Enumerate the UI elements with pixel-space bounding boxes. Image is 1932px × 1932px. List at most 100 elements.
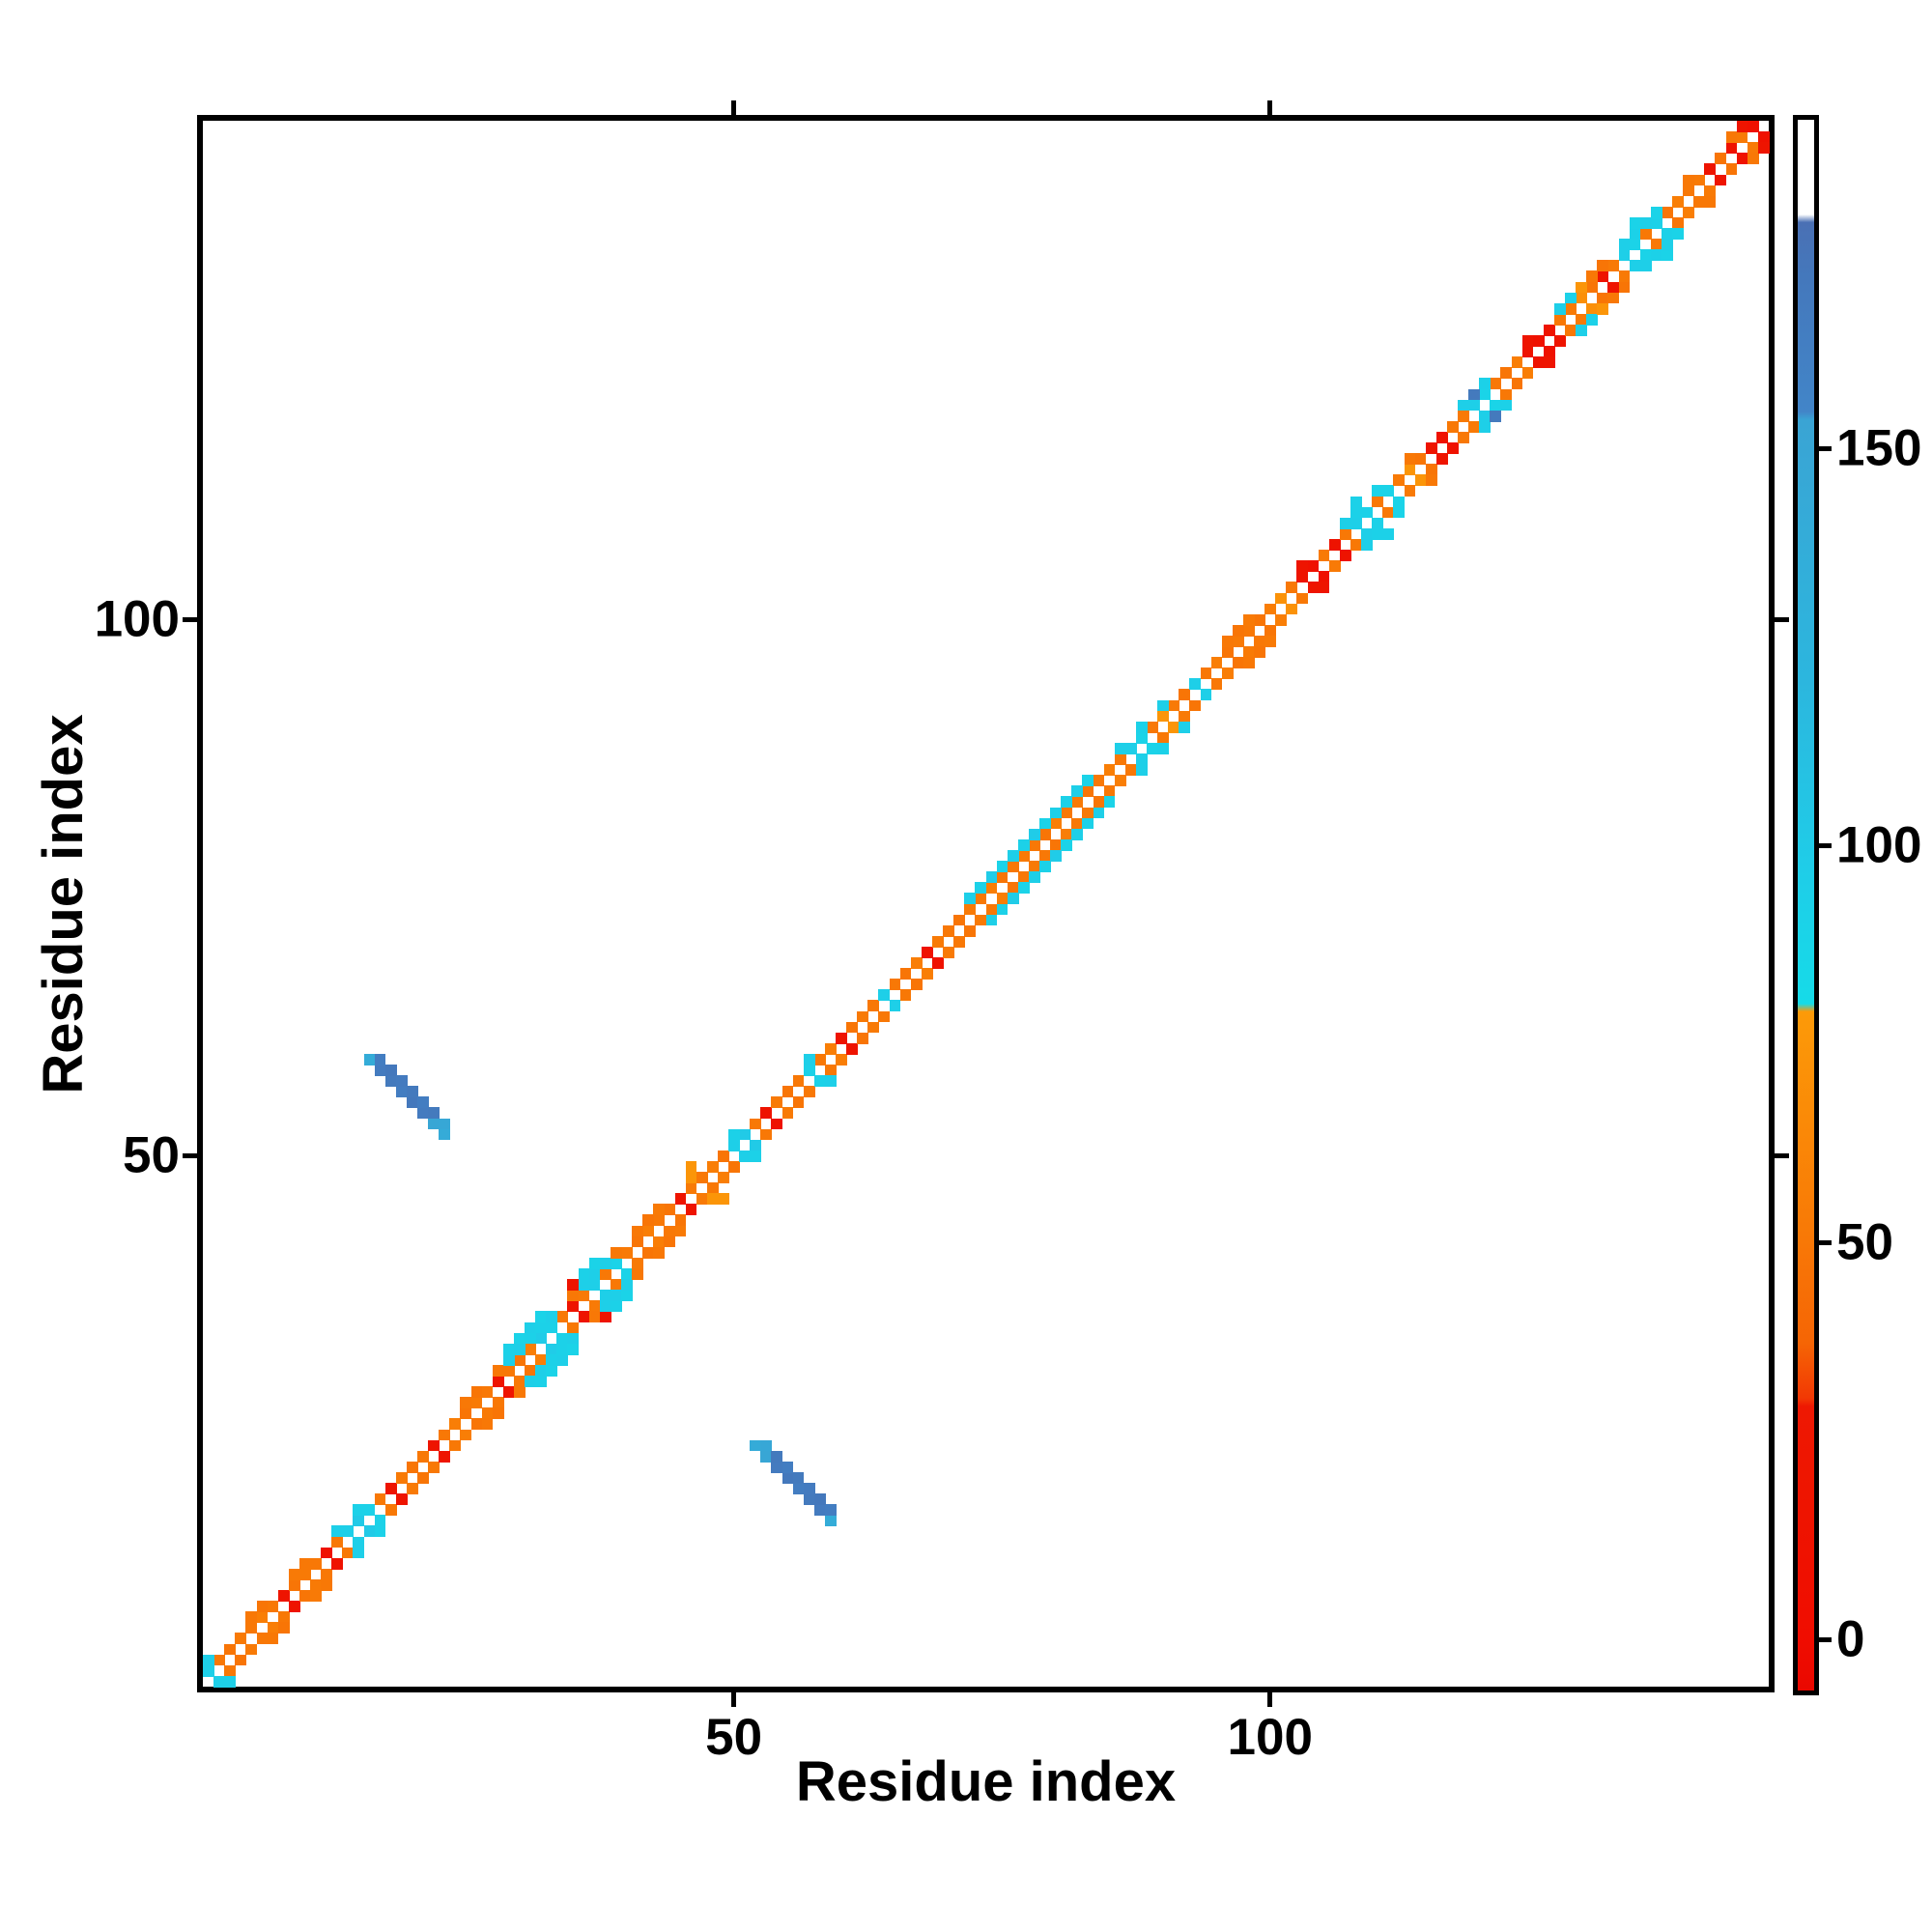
heatmap-cell (428, 1118, 440, 1130)
heatmap-cell (1157, 742, 1169, 754)
heatmap-cell (771, 1096, 783, 1109)
heatmap-cell (1511, 378, 1523, 390)
heatmap-cell (288, 1601, 300, 1612)
heatmap-cell (1071, 785, 1084, 798)
heatmap-cell (813, 1493, 826, 1505)
heatmap-cell (996, 861, 1009, 872)
heatmap-cell (760, 1128, 773, 1141)
heatmap-cell (363, 1504, 376, 1517)
heatmap-cell (1339, 527, 1351, 540)
heatmap-cell (1296, 560, 1309, 572)
heatmap-cell (1114, 753, 1126, 765)
heatmap-cell (1414, 453, 1427, 465)
heatmap-cell (1200, 668, 1212, 680)
heatmap-cell (1200, 689, 1212, 701)
heatmap-cell (267, 1633, 279, 1645)
heatmap-cell (996, 903, 1009, 916)
heatmap-cell (674, 1214, 687, 1227)
heatmap-cell (502, 1353, 515, 1366)
heatmap-cell (1672, 228, 1684, 240)
heatmap-cell (535, 1353, 547, 1366)
heatmap-cell (1650, 239, 1662, 250)
heatmap-cell (771, 1450, 783, 1463)
heatmap-cell (1350, 539, 1362, 551)
heatmap-cell (1704, 185, 1717, 197)
heatmap-cell (803, 1053, 815, 1065)
heatmap-cell (1629, 260, 1641, 272)
heatmap-cell (567, 1332, 580, 1345)
heatmap-cell (1650, 216, 1662, 229)
heatmap-cell (1586, 281, 1599, 294)
heatmap-cell (1586, 270, 1599, 283)
heatmap-cell (439, 1429, 451, 1441)
heatmap-cell (1704, 195, 1717, 208)
heatmap-cell (1039, 849, 1051, 862)
heatmap-cell (513, 1332, 526, 1345)
heatmap-cell (310, 1590, 322, 1602)
heatmap-cell (1286, 582, 1298, 594)
heatmap-cell (588, 1300, 601, 1313)
heatmap-cell (384, 1065, 397, 1076)
heatmap-cell (685, 1204, 697, 1216)
heatmap-cell (836, 1032, 847, 1044)
heatmap-cell (224, 1664, 236, 1677)
heatmap-cell (331, 1536, 344, 1548)
heatmap-cell (1725, 163, 1738, 176)
heatmap-cell (1404, 453, 1416, 465)
heatmap-cell (1521, 367, 1534, 380)
heatmap-cell (750, 1139, 762, 1151)
colorbar-tick-label: 50 (1836, 1213, 1893, 1271)
heatmap-cell (353, 1536, 365, 1548)
colorbar-tick (1819, 445, 1832, 451)
heatmap-cell (556, 1311, 569, 1323)
heatmap-cell (1747, 142, 1759, 154)
heatmap-cell (1576, 324, 1587, 336)
heatmap-cell (1565, 292, 1577, 304)
heatmap-cell (1500, 367, 1513, 380)
heatmap-cell (1425, 442, 1437, 454)
heatmap-cell (1521, 335, 1534, 347)
heatmap-cell (750, 1150, 762, 1162)
heatmap-cell (513, 1386, 526, 1398)
heatmap-cell (836, 1053, 847, 1065)
heatmap-cell (406, 1483, 418, 1494)
heatmap-cell (374, 1525, 386, 1538)
heatmap-cell (1650, 249, 1662, 262)
heatmap-cell (867, 1021, 880, 1034)
heatmap-cell (567, 1279, 580, 1291)
heatmap-cell (384, 1504, 397, 1517)
heatmap-cell (395, 1075, 408, 1087)
heatmap-cell (1597, 302, 1609, 315)
heatmap-cell (1618, 239, 1631, 250)
heatmap-cell (1050, 838, 1062, 851)
heatmap-cell (1328, 539, 1341, 551)
y-axis-tick-right (1775, 1152, 1789, 1158)
heatmap-cell (696, 1193, 708, 1206)
heatmap-cell (771, 1118, 783, 1130)
heatmap-cell (460, 1429, 472, 1441)
heatmap-cells (203, 121, 1770, 1688)
heatmap-cell (363, 1053, 376, 1065)
heatmap-cell (706, 1193, 719, 1206)
heatmap-cell (824, 1515, 837, 1527)
heatmap-cell (1661, 206, 1673, 218)
heatmap-cell (245, 1622, 258, 1634)
heatmap-cell (1350, 496, 1362, 508)
heatmap-cell (374, 1065, 386, 1076)
heatmap-cell (1210, 678, 1223, 691)
heatmap-cell (610, 1300, 622, 1313)
heatmap-cell (439, 1118, 451, 1130)
heatmap-cell (535, 1311, 547, 1323)
heatmap-cell (1372, 485, 1383, 497)
heatmap-cell (824, 1042, 837, 1055)
heatmap-cell (567, 1343, 580, 1355)
heatmap-cell (846, 1042, 858, 1055)
heatmap-cell (1050, 807, 1062, 819)
heatmap-cell (546, 1311, 558, 1323)
heatmap-cell (470, 1397, 483, 1409)
heatmap-cell (857, 1032, 869, 1044)
heatmap-cell (1242, 657, 1255, 668)
heatmap-cell (964, 903, 977, 916)
heatmap-cell (203, 1664, 214, 1677)
heatmap-cell (374, 1053, 386, 1065)
